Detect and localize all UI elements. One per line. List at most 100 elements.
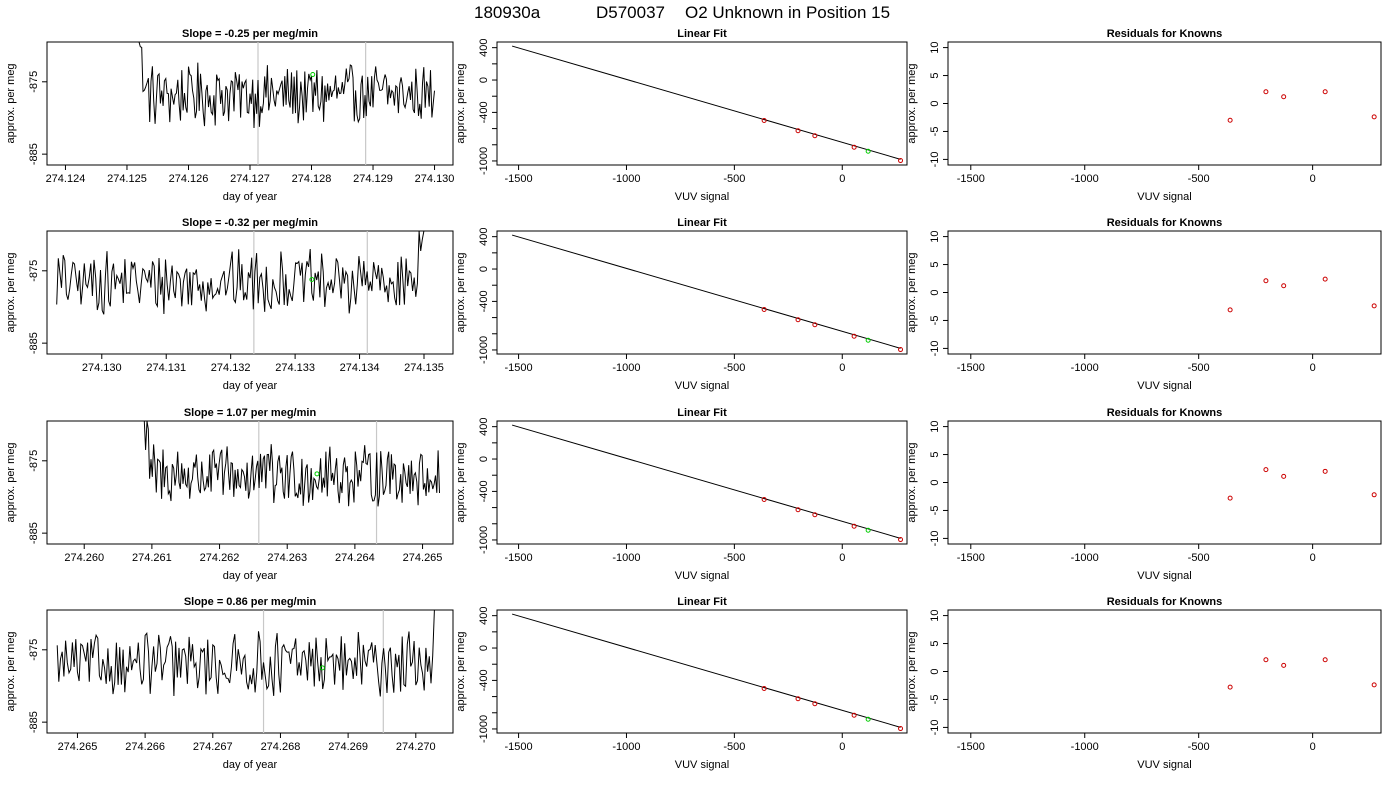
y-tick-label: -400 xyxy=(478,290,490,312)
x-tick-label: 274.135 xyxy=(404,362,444,374)
y-tick-label: -1000 xyxy=(478,147,490,175)
y-tick-label: -10 xyxy=(929,340,941,356)
residuals-panel-1: Residuals for Knowns VUV signal approx. pe… xyxy=(906,28,1382,203)
x-tick-label: 274.260 xyxy=(64,552,104,564)
plot-frame xyxy=(947,609,1382,734)
y-axis-label: approx. per meg xyxy=(455,252,467,332)
known-point xyxy=(851,333,857,339)
residual-point xyxy=(1322,468,1328,474)
linear-fit-panel-4: Linear Fit VUV signal approx. per meg -1500… xyxy=(455,596,908,771)
y-tick-label: -5 xyxy=(929,695,941,705)
y-tick-label: -1000 xyxy=(478,526,490,554)
timeseries-trace xyxy=(127,41,435,129)
y-tick-label: -400 xyxy=(478,669,490,691)
y-tick-label: 5 xyxy=(929,640,941,646)
known-point xyxy=(812,512,818,518)
residuals-panel-4: Residuals for Knowns VUV signal approx. pe… xyxy=(906,596,1382,771)
x-tick-label: 274.134 xyxy=(340,362,380,374)
panel-title: Residuals for Knowns xyxy=(1107,596,1223,608)
plot-frame xyxy=(947,420,1382,545)
x-tick-label: 274.127 xyxy=(230,173,270,185)
timeseries-panel-1: Slope = -0.25 per meg/min day of year appr… xyxy=(5,28,454,203)
x-tick-label: 274.132 xyxy=(211,362,251,374)
x-tick-label: -1000 xyxy=(612,552,640,564)
panel-title: Residuals for Knowns xyxy=(1107,407,1223,419)
residual-point xyxy=(1263,278,1269,284)
panel-title: Slope = 0.86 per meg/min xyxy=(184,596,317,608)
residual-point xyxy=(1227,495,1233,501)
x-tick-label: 274.266 xyxy=(125,741,165,753)
y-axis-label: approx. per meg xyxy=(455,63,467,143)
timeseries-panel-3: Slope = 1.07 per meg/min day of year appro… xyxy=(5,407,454,582)
y-tick-label: 0 xyxy=(478,645,490,651)
x-axis-label: VUV signal xyxy=(675,759,729,771)
y-tick-label: 0 xyxy=(478,456,490,462)
plot-frame xyxy=(496,230,908,355)
y-tick-label: -1000 xyxy=(478,715,490,743)
plot-frame xyxy=(947,230,1382,355)
panel-title: Slope = -0.32 per meg/min xyxy=(182,217,318,229)
y-tick-label: 0 xyxy=(929,668,941,674)
header-run-id: 180930a xyxy=(474,3,541,22)
x-tick-label: 274.263 xyxy=(267,552,307,564)
x-tick-label: 274.269 xyxy=(328,741,368,753)
x-tick-label: -1000 xyxy=(1071,741,1099,753)
unknown-point xyxy=(310,72,316,78)
header-description: O2 Unknown in Position 15 xyxy=(685,3,890,22)
x-tick-label: -500 xyxy=(723,362,745,374)
x-tick-label: -1000 xyxy=(1071,173,1099,185)
y-tick-label: 0 xyxy=(478,77,490,83)
residual-point xyxy=(1281,662,1287,668)
y-axis-label: approx. per meg xyxy=(906,631,918,711)
y-tick-label: 0 xyxy=(929,479,941,485)
y-axis-label: approx. per meg xyxy=(5,442,17,522)
plot-frame xyxy=(46,41,454,166)
known-point xyxy=(795,696,801,702)
x-tick-label: 274.267 xyxy=(193,741,233,753)
residual-point xyxy=(1371,682,1377,688)
y-tick-label: -10 xyxy=(929,530,941,546)
residual-point xyxy=(1322,89,1328,95)
panel-title: Residuals for Knowns xyxy=(1107,217,1223,229)
x-tick-label: -1500 xyxy=(957,552,985,564)
x-tick-label: 274.270 xyxy=(396,741,436,753)
x-axis-label: VUV signal xyxy=(1137,570,1191,582)
y-tick-label: -875 xyxy=(28,450,40,472)
known-point xyxy=(851,523,857,529)
x-tick-label: -1000 xyxy=(612,741,640,753)
plot-frame xyxy=(46,609,454,734)
residual-point xyxy=(1281,283,1287,289)
y-tick-label: -10 xyxy=(929,719,941,735)
known-point xyxy=(812,701,818,707)
x-tick-label: -500 xyxy=(1188,741,1210,753)
y-tick-label: -1000 xyxy=(478,336,490,364)
unknown-point xyxy=(865,337,871,343)
y-tick-label: 5 xyxy=(929,261,941,267)
residual-point xyxy=(1371,303,1377,309)
x-tick-label: 274.130 xyxy=(82,362,122,374)
unknown-point xyxy=(865,148,871,154)
panel-title: Linear Fit xyxy=(677,28,727,40)
fit-line xyxy=(511,45,901,160)
timeseries-trace xyxy=(56,230,431,315)
y-tick-label: 10 xyxy=(929,230,941,242)
y-tick-label: 10 xyxy=(929,420,941,432)
x-tick-label: -1500 xyxy=(957,741,985,753)
fit-line xyxy=(511,424,901,539)
y-tick-label: -885 xyxy=(28,522,40,544)
x-tick-label: -1500 xyxy=(505,362,533,374)
plot-frame xyxy=(46,420,454,545)
y-tick-label: -400 xyxy=(478,480,490,502)
y-tick-label: -885 xyxy=(28,711,40,733)
x-tick-label: 274.125 xyxy=(107,173,147,185)
residual-point xyxy=(1227,684,1233,690)
x-axis-label: VUV signal xyxy=(675,191,729,203)
residual-point xyxy=(1322,276,1328,282)
y-tick-label: -400 xyxy=(478,101,490,123)
y-axis-label: approx. per meg xyxy=(455,442,467,522)
x-tick-label: 274.261 xyxy=(132,552,172,564)
fit-line xyxy=(511,234,901,349)
panel-title: Slope = 1.07 per meg/min xyxy=(184,407,317,419)
known-point xyxy=(812,133,818,139)
